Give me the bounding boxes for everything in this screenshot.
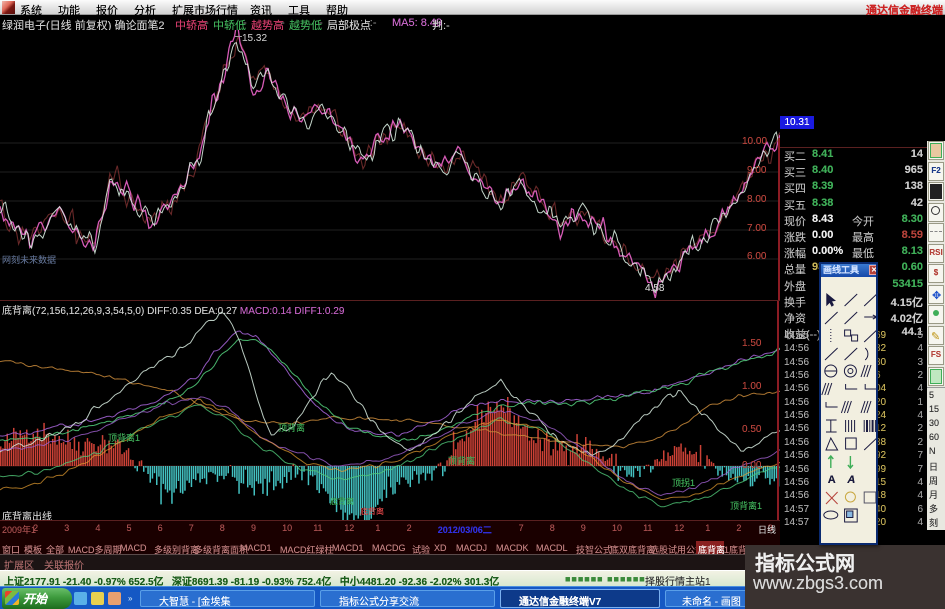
- svg-text:A: A: [828, 474, 836, 486]
- svg-text:A: A: [846, 474, 855, 486]
